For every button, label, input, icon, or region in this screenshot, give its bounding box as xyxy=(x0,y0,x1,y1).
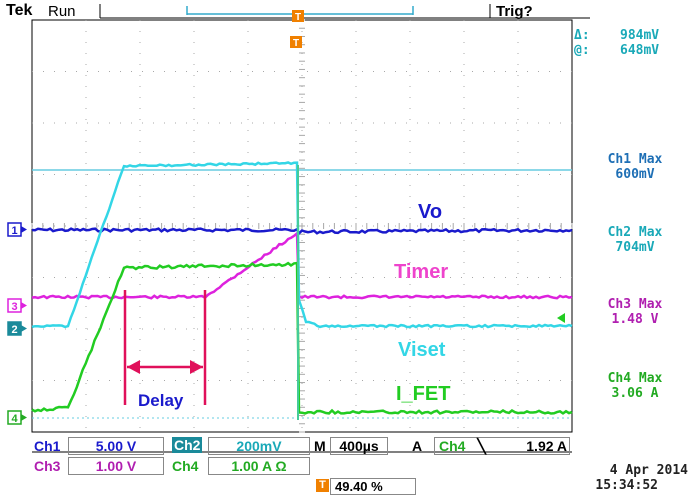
label-vo: Vo xyxy=(418,201,442,223)
delay-annotation xyxy=(123,290,207,405)
cursor-delta-label: Δ: xyxy=(574,28,590,43)
trigger-position-marker-icon: T xyxy=(316,479,329,492)
ch2-scale[interactable]: 200mV xyxy=(208,437,310,455)
brand-logo: Tek xyxy=(6,2,33,19)
run-state: Run xyxy=(48,3,76,20)
ch2-marker-label: 2 xyxy=(11,324,17,336)
time-display: 15:34:52 xyxy=(595,478,658,493)
ch3-label[interactable]: Ch3 xyxy=(34,458,61,474)
timebase-value[interactable]: 400µs xyxy=(330,437,388,455)
trigger-state: Trig? xyxy=(496,3,533,20)
cursor-readout: Δ: 984mV @: 648mV xyxy=(574,28,686,58)
measurement-ch2: Ch2 Max 704mV xyxy=(589,225,681,255)
ch3-waveform xyxy=(31,230,573,300)
date-display: 4 Apr 2014 xyxy=(609,463,688,478)
ch4-waveform xyxy=(31,261,573,415)
trigger-level: 1.92 A xyxy=(526,438,567,454)
ch3-marker-label: 3 xyxy=(11,301,17,313)
measurement-ch3: Ch3 Max 1.48 V xyxy=(589,297,681,327)
measurement-value: 600mV xyxy=(615,167,655,182)
ch4-scale[interactable]: 1.00 A Ω xyxy=(208,457,310,475)
measurement-ch1: Ch1 Max 600mV xyxy=(589,152,681,182)
ch1-label[interactable]: Ch1 xyxy=(34,438,61,454)
ch1-ground-marker[interactable]: 1 xyxy=(7,222,27,237)
measurement-value: 3.06 A xyxy=(611,386,659,401)
ch1-marker-label: 1 xyxy=(11,225,17,237)
ch3-ground-marker[interactable]: 3 xyxy=(7,298,27,313)
label-i-fet: I_FET xyxy=(396,383,450,405)
measurement-label: Ch3 Max xyxy=(607,297,663,312)
cursor-at-label: @: xyxy=(574,43,590,58)
svg-text:T: T xyxy=(295,12,301,23)
measurement-label: Ch4 Max xyxy=(607,371,663,386)
trigger-position-icon: T T xyxy=(290,10,304,49)
measurement-label: Ch2 Max xyxy=(607,225,663,240)
trigger-level-icon xyxy=(557,313,565,323)
measurement-value: 1.48 V xyxy=(611,312,659,327)
cursor-at-value: 648mV xyxy=(620,43,660,58)
trigger-slope-icon: ╲ xyxy=(477,438,486,454)
ch4-label[interactable]: Ch4 xyxy=(172,458,199,474)
trigger-source: Ch4 xyxy=(439,438,466,454)
label-delay: Delay xyxy=(138,391,184,410)
timebase-label: M xyxy=(314,438,326,454)
ch1-waveform xyxy=(31,227,573,236)
ch2-ground-marker[interactable]: 2 xyxy=(7,321,27,336)
measurement-value: 704mV xyxy=(615,240,655,255)
measurement-label: Ch1 Max xyxy=(607,152,663,167)
acquire-label: A xyxy=(412,438,423,454)
ch3-scale[interactable]: 1.00 V xyxy=(68,457,164,475)
trigger-settings[interactable]: Ch4 ╲ 1.92 A xyxy=(434,437,570,455)
measurement-ch4: Ch4 Max 3.06 A xyxy=(589,371,681,401)
cursor-delta-value: 984mV xyxy=(620,28,660,43)
ch1-scale[interactable]: 5.00 V xyxy=(68,437,164,455)
trigger-position-value[interactable]: 49.40 % xyxy=(330,478,416,495)
ch2-waveform xyxy=(31,161,573,329)
ch4-marker-label: 4 xyxy=(11,413,18,425)
label-timer: Timer xyxy=(394,261,448,283)
graticule-grid xyxy=(31,19,573,433)
label-viset: Viset xyxy=(398,339,446,361)
ch2-label[interactable]: Ch2 xyxy=(172,437,203,453)
ch4-ground-marker[interactable]: 4 xyxy=(7,410,27,425)
svg-text:T: T xyxy=(293,38,299,49)
